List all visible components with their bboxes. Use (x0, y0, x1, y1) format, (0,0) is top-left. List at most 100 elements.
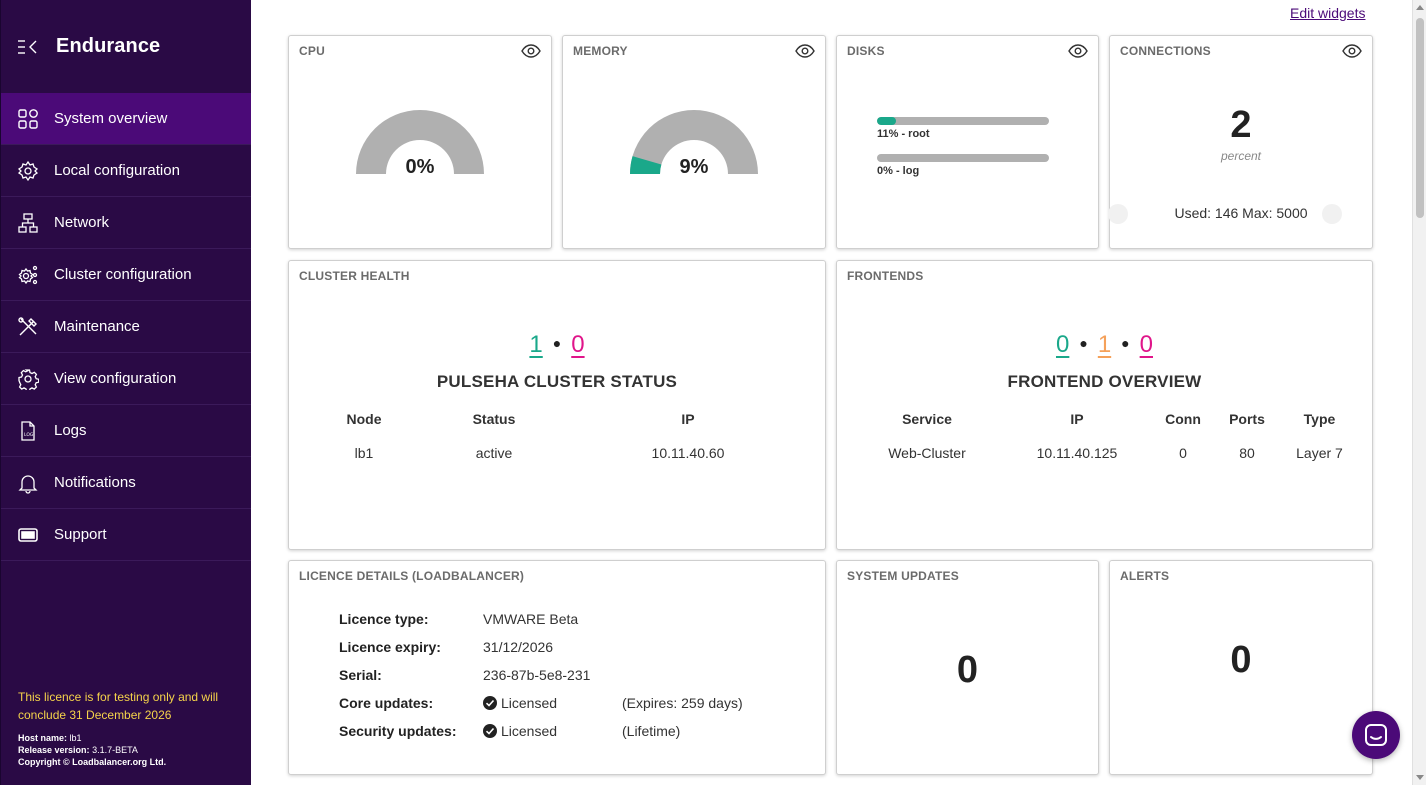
connections-widget: CONNECTIONS 2 percent Used: 146 Max: 500… (1108, 35, 1373, 249)
licence-value: 236-87b-5e8-231 (483, 667, 591, 683)
connections-value: 2 (1230, 104, 1252, 146)
carousel-next-button[interactable] (1322, 204, 1342, 224)
sidebar-item-label: Cluster configuration (54, 266, 192, 283)
sidebar-item-maintenance[interactable]: Maintenance (1, 301, 251, 353)
sidebar-item-label: View configuration (54, 370, 177, 387)
alerts-value: 0 (1230, 639, 1252, 681)
cluster-count-healthy[interactable]: 1 (529, 331, 543, 358)
log-file-icon: LOG (17, 420, 39, 442)
memory-widget: MEMORY 9% (562, 35, 826, 249)
cell-status: active (475, 445, 513, 461)
licence-key: Licence expiry: (339, 639, 441, 655)
licence-note: This licence is for testing only and wil… (18, 690, 219, 722)
licence-row: Serial: 236-87b-5e8-231 (339, 661, 590, 689)
brand: Endurance (1, 0, 251, 93)
cluster-health-widget: CLUSTER HEALTH 1 ● 0 PULSEHA CLUSTER STATU… (288, 260, 826, 550)
eye-icon[interactable] (795, 44, 815, 58)
check-circle-icon (483, 696, 497, 710)
col-ip: IP (681, 411, 695, 427)
table-row: Web-Cluster 10.11.40.125 0 80 Layer 7 (847, 436, 1364, 470)
host-value: lb1 (69, 733, 82, 743)
sidebar-item-network[interactable]: Network (1, 197, 251, 249)
licence-key: Licence type: (339, 611, 429, 627)
grid-icon (17, 108, 39, 130)
cluster-count-failed[interactable]: 0 (571, 331, 585, 358)
gear-network-icon (17, 160, 39, 182)
cell-conn: 0 (1179, 445, 1187, 461)
disk-bar-log (877, 154, 1049, 162)
memory-title: MEMORY (573, 44, 628, 58)
licence-value: 31/12/2026 (483, 639, 554, 655)
system-updates-title: SYSTEM UPDATES (847, 569, 959, 583)
collapse-menu-icon[interactable] (17, 37, 41, 57)
connections-used-max: Used: 146 Max: 5000 (1174, 205, 1308, 221)
network-icon (17, 212, 39, 234)
licence-row: Licence type: VMWARE Beta (339, 605, 578, 633)
eye-icon[interactable] (1068, 44, 1088, 58)
disk-bar-fill (877, 117, 896, 125)
scroll-up-arrow[interactable] (1416, 5, 1424, 10)
disk-bar-root (877, 117, 1049, 125)
sidebar-item-cluster-configuration[interactable]: Cluster configuration (1, 249, 251, 301)
host-label: Host name: (18, 733, 68, 743)
frontends-title: FRONTENDS (847, 269, 924, 283)
sidebar: Endurance System overview Local configur… (0, 0, 251, 785)
eye-icon[interactable] (521, 44, 541, 58)
cpu-title: CPU (299, 44, 325, 58)
sidebar-item-label: Notifications (54, 474, 136, 491)
licence-value: Licensed (483, 695, 557, 711)
eye-icon[interactable] (1342, 44, 1362, 58)
scroll-down-arrow[interactable] (1416, 775, 1424, 780)
sidebar-item-local-configuration[interactable]: Local configuration (1, 145, 251, 197)
sidebar-item-label: Logs (54, 422, 87, 439)
edit-widgets-link[interactable]: Edit widgets (1290, 5, 1366, 21)
page-scrollbar[interactable] (1412, 0, 1426, 785)
licence-status: Licensed (501, 723, 558, 739)
sidebar-item-system-overview[interactable]: System overview (1, 93, 251, 145)
licence-widget: LICENCE DETAILS (LOADBALANCER) Licence t… (288, 560, 826, 775)
alerts-widget: ALERTS 0 (1109, 560, 1373, 775)
chat-button[interactable] (1352, 711, 1400, 759)
cpu-value: 0% (405, 156, 435, 178)
memory-value: 9% (679, 156, 709, 178)
cluster-status-counts: 1 ● 0 (289, 331, 825, 359)
copyright: Copyright © Loadbalancer.org Ltd. (18, 757, 167, 767)
memory-gauge (630, 110, 758, 174)
frontend-overview-heading: FRONTEND OVERVIEW (1007, 372, 1202, 391)
sidebar-item-logs[interactable]: LOG Logs (1, 405, 251, 457)
sidebar-item-notifications[interactable]: Notifications (1, 457, 251, 509)
disk-label-log: 0% - log (877, 165, 920, 177)
table-header-row: Service IP Conn Ports Type (847, 402, 1364, 436)
licence-row: Security updates: Licensed (Lifetime) (339, 717, 799, 745)
cell-ip: 10.11.40.125 (1036, 445, 1118, 461)
disks-widget: DISKS 11% - root 0% - log (836, 35, 1099, 249)
release-label: Release version: (18, 745, 90, 755)
sidebar-item-label: Local configuration (54, 162, 180, 179)
sidebar-item-view-configuration[interactable]: View configuration (1, 353, 251, 405)
sidebar-item-support[interactable]: Support (1, 509, 251, 561)
licence-key: Security updates: (339, 723, 457, 739)
host-info: Host name: lb1 Release version: 3.1.7-BE… (18, 732, 166, 768)
cell-type: Layer 7 (1296, 445, 1343, 461)
col-status: Status (472, 411, 516, 427)
svg-text:LOG: LOG (24, 432, 34, 438)
licence-value: VMWARE Beta (483, 611, 579, 627)
cluster-table: Node Status IP lb1 active 10.11.40.60 (299, 402, 817, 470)
frontend-status-counts: 0 ● 1 ● 0 (837, 331, 1372, 359)
sidebar-item-label: Maintenance (54, 318, 140, 335)
cluster-status-heading: PULSEHA CLUSTER STATUS (436, 372, 678, 391)
sidebar-item-label: Support (54, 526, 107, 543)
frontend-table: Service IP Conn Ports Type Web-Cluster 1… (847, 402, 1364, 470)
col-node: Node (346, 411, 382, 427)
frontend-count-up[interactable]: 0 (1055, 331, 1070, 358)
carousel-prev-button[interactable] (1108, 204, 1128, 224)
disk-label-root: 11% - root (877, 128, 930, 140)
separator-dot: ● (552, 335, 562, 351)
app-title: Endurance (56, 35, 161, 57)
frontend-count-down[interactable]: 0 (1139, 331, 1153, 358)
licence-key: Serial: (339, 667, 382, 683)
cluster-gear-icon (17, 264, 39, 286)
disks-title: DISKS (847, 44, 885, 58)
frontend-count-warning[interactable]: 1 (1097, 331, 1112, 358)
scroll-thumb[interactable] (1416, 18, 1424, 218)
